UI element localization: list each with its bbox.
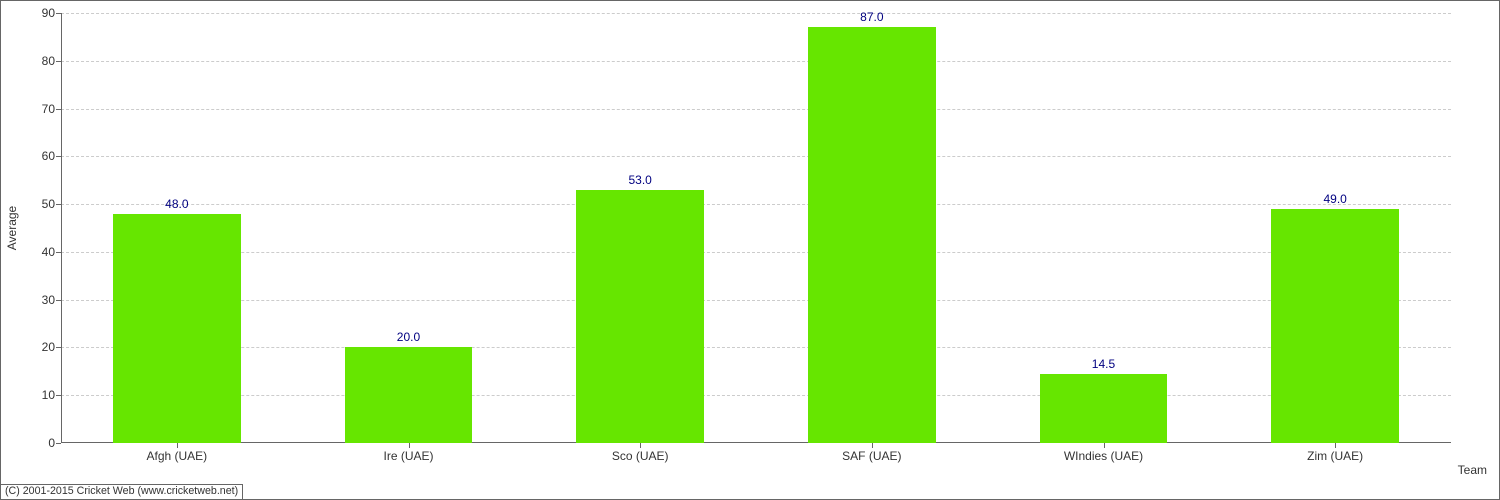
bar-value-label: 53.0 — [628, 173, 651, 190]
y-tick-label: 10 — [42, 388, 61, 402]
x-tick-label: Sco (UAE) — [612, 443, 669, 463]
y-tick-label: 50 — [42, 197, 61, 211]
y-axis-line — [61, 13, 62, 443]
gridline — [61, 156, 1451, 157]
gridline — [61, 300, 1451, 301]
y-tick-label: 70 — [42, 102, 61, 116]
x-axis-title: Team — [1458, 463, 1487, 477]
gridline — [61, 204, 1451, 205]
gridline — [61, 109, 1451, 110]
bar-value-label: 14.5 — [1092, 357, 1115, 374]
gridline — [61, 13, 1451, 14]
bar-value-label: 48.0 — [165, 197, 188, 214]
x-tick-label: Ire (UAE) — [383, 443, 433, 463]
y-tick-label: 60 — [42, 149, 61, 163]
bar-value-label: 87.0 — [860, 10, 883, 27]
x-tick-label: SAF (UAE) — [842, 443, 901, 463]
y-tick-label: 90 — [42, 6, 61, 20]
y-tick-label: 0 — [48, 436, 61, 450]
bar-value-label: 20.0 — [397, 330, 420, 347]
gridline — [61, 347, 1451, 348]
plot-area: 010203040506070809048.0Afgh (UAE)20.0Ire… — [61, 13, 1451, 443]
y-tick-label: 20 — [42, 340, 61, 354]
bar: 14.5 — [1040, 374, 1167, 443]
copyright-text: (C) 2001-2015 Cricket Web (www.cricketwe… — [1, 484, 243, 499]
x-tick-label: Zim (UAE) — [1307, 443, 1363, 463]
x-tick-label: Afgh (UAE) — [146, 443, 207, 463]
gridline — [61, 252, 1451, 253]
y-tick-label: 80 — [42, 54, 61, 68]
bar: 53.0 — [576, 190, 703, 443]
bar-value-label: 49.0 — [1323, 192, 1346, 209]
bar: 49.0 — [1271, 209, 1398, 443]
bar: 20.0 — [345, 347, 472, 443]
gridline — [61, 61, 1451, 62]
x-axis-line — [61, 442, 1451, 443]
gridline — [61, 395, 1451, 396]
x-tick-label: WIndies (UAE) — [1064, 443, 1143, 463]
y-axis-title: Average — [5, 206, 19, 250]
y-tick-label: 40 — [42, 245, 61, 259]
y-tick-label: 30 — [42, 293, 61, 307]
bar: 87.0 — [808, 27, 935, 443]
bar: 48.0 — [113, 214, 240, 443]
chart-container: 010203040506070809048.0Afgh (UAE)20.0Ire… — [0, 0, 1500, 500]
